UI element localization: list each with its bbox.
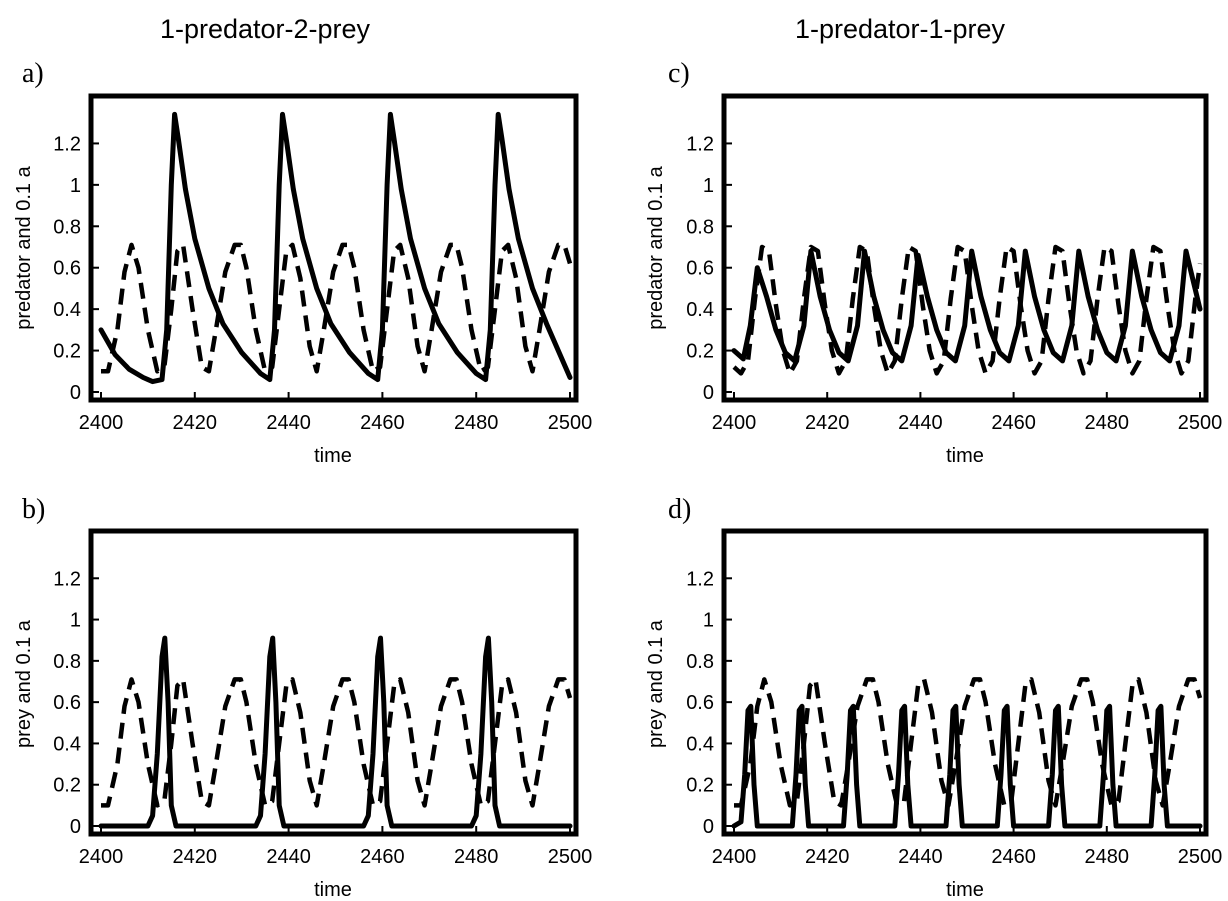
y-tick-label: 0.4 (686, 299, 714, 321)
x-tick-label: 2460 (991, 846, 1036, 868)
x-tick-label: 2460 (360, 412, 405, 434)
x-tick-label: 2400 (79, 846, 124, 868)
y-tick-label: 1.2 (686, 568, 714, 590)
x-tick-label: 2460 (991, 412, 1036, 434)
y-tick-label: 0.2 (53, 775, 81, 797)
x-tick-label: 2500 (548, 846, 593, 868)
y-axis-label: predator and 0.1 a (645, 165, 667, 329)
x-tick-label: 2420 (173, 846, 218, 868)
series-line-dashed (101, 677, 573, 808)
panel-d: d) 0 0.2 0.4 0.6 0.8 1 1.2 2400 2420 2440 2460 2480 2… (645, 494, 1222, 901)
plot-frame (721, 528, 1209, 837)
y-axis-label: predator and 0.1 a (13, 165, 35, 329)
y-tick-label: 0.6 (53, 258, 81, 280)
panel-label: c) (668, 58, 690, 89)
y-tick-label: 0 (703, 382, 714, 404)
series-line-solid (731, 248, 1203, 364)
plot-frame (88, 528, 579, 837)
y-tick-label: 0 (70, 816, 81, 838)
x-axis-label: time (946, 445, 984, 467)
y-tick-label: 0.8 (53, 216, 81, 238)
panel-label: d) (668, 494, 691, 525)
plot-frame (721, 93, 1209, 403)
x-axis-label: time (314, 879, 352, 901)
y-tick-label: 0.6 (686, 258, 714, 280)
series-line-dashed (732, 244, 1203, 376)
panel-c: c) 0 0.2 0.4 0.6 0.8 1 1.2 2400 2420 2440 2460 2480 2… (645, 58, 1222, 467)
x-tick-label: 2400 (712, 846, 757, 868)
panel-b: b) 0 0.2 0.4 0.6 0.8 1 1.2 2400 2420 2440 2460 2480 2… (13, 494, 592, 901)
series-line-solid (731, 703, 1203, 829)
series-line-dashed (101, 242, 573, 374)
x-tick-label: 2420 (805, 846, 850, 868)
x-tick-label: 2400 (712, 412, 757, 434)
x-tick-label: 2480 (454, 846, 499, 868)
x-tick-label: 2500 (548, 412, 593, 434)
y-tick-label: 0.2 (53, 341, 81, 363)
panel-label: b) (22, 494, 45, 525)
y-tick-label: 1.2 (53, 568, 81, 590)
x-tick-label: 2500 (1178, 412, 1223, 434)
series-line-solid (98, 111, 573, 385)
series-line-dashed (734, 677, 1203, 808)
y-tick-label: 0.8 (686, 216, 714, 238)
y-axis-label: prey and 0.1 a (645, 619, 667, 748)
x-tick-label: 2480 (1085, 412, 1130, 434)
y-tick-label: 0.8 (686, 651, 714, 673)
y-tick-label: 1.2 (686, 133, 714, 155)
x-tick-label: 2480 (454, 412, 499, 434)
x-axis-label: time (314, 445, 352, 467)
column-title-left: 1-predator-2-prey (160, 14, 371, 44)
y-tick-label: 1 (703, 610, 714, 632)
panels: a) 0 0.2 0.4 0.6 0.8 1 1.2 2400 2420 2440 2460 2480 2… (13, 58, 1222, 901)
x-tick-label: 2400 (79, 412, 124, 434)
y-tick-label: 1 (703, 175, 714, 197)
x-tick-label: 2440 (898, 412, 943, 434)
y-tick-label: 0.2 (686, 341, 714, 363)
y-tick-label: 0.4 (53, 299, 81, 321)
y-tick-label: 0 (70, 382, 81, 404)
x-tick-label: 2420 (805, 412, 850, 434)
x-tick-label: 2480 (1085, 846, 1130, 868)
y-tick-label: 0.6 (686, 692, 714, 714)
x-tick-label: 2500 (1178, 846, 1223, 868)
x-tick-label: 2440 (266, 846, 311, 868)
x-tick-label: 2440 (266, 412, 311, 434)
panel-a: a) 0 0.2 0.4 0.6 0.8 1 1.2 2400 2420 2440 2460 2480 2… (13, 58, 592, 467)
y-tick-label: 0 (703, 816, 714, 838)
y-tick-label: 1 (70, 610, 81, 632)
plot-frame (88, 93, 579, 403)
panel-label: a) (22, 58, 44, 89)
column-title-right: 1-predator-1-prey (795, 14, 1006, 44)
y-tick-label: 0.8 (53, 651, 81, 673)
x-tick-label: 2460 (360, 846, 405, 868)
y-tick-label: 0.4 (53, 733, 81, 755)
y-axis-label: prey and 0.1 a (13, 619, 35, 748)
x-tick-label: 2420 (173, 412, 218, 434)
y-tick-label: 0.6 (53, 692, 81, 714)
series-line-solid (98, 635, 573, 829)
x-tick-label: 2440 (898, 846, 943, 868)
y-tick-label: 0.2 (686, 775, 714, 797)
y-tick-label: 0.4 (686, 733, 714, 755)
x-axis-label: time (946, 879, 984, 901)
y-tick-label: 1.2 (53, 133, 81, 155)
y-tick-label: 1 (70, 175, 81, 197)
